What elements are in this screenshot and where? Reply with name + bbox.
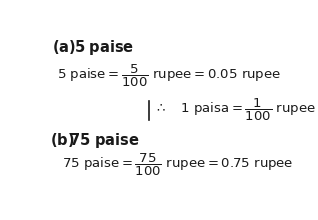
Text: $\mathbf{(b)}$: $\mathbf{(b)}$ (50, 131, 74, 149)
Text: $\therefore\quad 1\ \mathrm{paisa} = \dfrac{1}{100}\ \mathrm{rupee}$: $\therefore\quad 1\ \mathrm{paisa} = \df… (154, 97, 316, 123)
Text: $5\ \mathrm{paise} = \dfrac{5}{100}\ \mathrm{rupee} = 0.05\ \mathrm{rupee}$: $5\ \mathrm{paise} = \dfrac{5}{100}\ \ma… (57, 62, 281, 89)
Text: $\bf{5\ paise}$: $\bf{5\ paise}$ (74, 38, 135, 57)
Text: $\mathbf{(a)}$: $\mathbf{(a)}$ (52, 38, 76, 56)
Text: $75\ \mathrm{paise} = \dfrac{75}{100}\ \mathrm{rupee} = 0.75\ \mathrm{rupee}$: $75\ \mathrm{paise} = \dfrac{75}{100}\ \… (62, 152, 294, 178)
Text: $\bf{75\ paise}$: $\bf{75\ paise}$ (69, 131, 140, 150)
